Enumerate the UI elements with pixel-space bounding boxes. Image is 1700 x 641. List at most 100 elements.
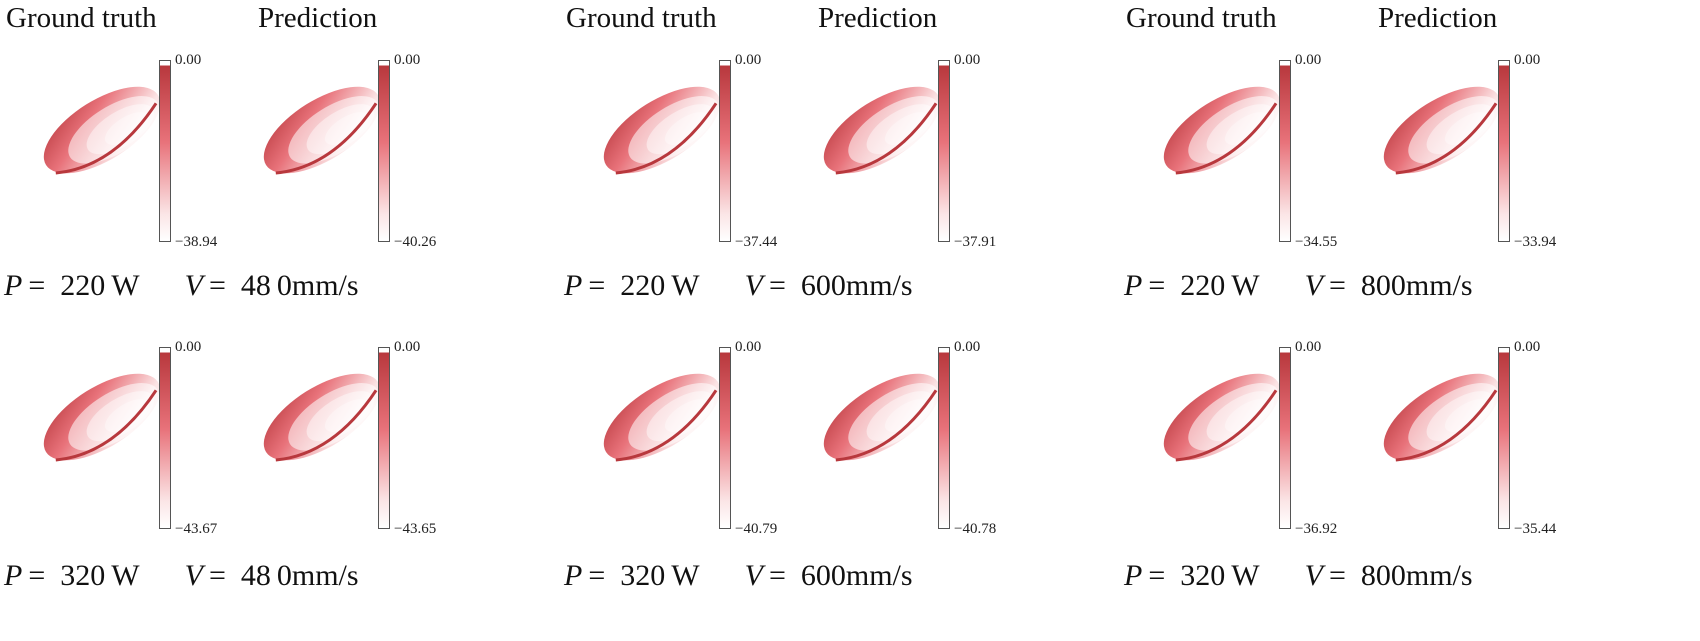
melt-pool-contour: [288, 96, 380, 164]
prediction-colorbar-max-label: 0.00: [394, 339, 421, 355]
melt-pool-rim: [1175, 389, 1278, 462]
ground-truth-colorbar: [159, 60, 171, 242]
power-symbol: P: [564, 269, 583, 302]
ground-truth-melt-pool: [1163, 373, 1281, 462]
melt-pool-contour: [1188, 383, 1280, 451]
ground-truth-colorbar-min-label: −43.67: [175, 521, 218, 537]
equals-sign: =: [28, 269, 46, 302]
prediction-colorbar-min-label: −37.91: [954, 234, 997, 250]
prediction-melt-pool: [1383, 86, 1501, 175]
melt-pool-contour: [866, 104, 935, 155]
prediction-colorbar-min-label: −40.26: [394, 234, 437, 250]
melt-pool-contour: [884, 399, 930, 432]
power-unit: W: [671, 269, 700, 302]
prediction-melt-pool: [263, 86, 381, 175]
ground-truth-colorbar-max-label: 0.00: [735, 52, 762, 68]
equals-sign: =: [208, 559, 226, 592]
prediction-colorbar-min-label: −33.94: [1514, 234, 1557, 250]
speed-value: 800: [1360, 559, 1406, 592]
power-value: 220: [620, 269, 666, 302]
equals-sign: =: [1328, 269, 1346, 302]
melt-pool-contour: [866, 391, 935, 442]
speed-value: 48 0: [240, 559, 292, 592]
ground-truth-colorbar: [1279, 347, 1291, 529]
power-symbol: P: [1124, 269, 1143, 302]
ground-truth-header: Ground truth: [6, 2, 157, 34]
ground-truth-colorbar: [719, 347, 731, 529]
melt-pool-contour: [1408, 383, 1500, 451]
power-unit: W: [1231, 559, 1260, 592]
power-unit: W: [671, 559, 700, 592]
melt-pool-rim: [1175, 102, 1278, 175]
ground-truth-melt-pool: [43, 373, 161, 462]
power-unit: W: [1231, 269, 1260, 302]
melt-pool-contour: [68, 96, 160, 164]
ground-truth-melt-pool: [1163, 86, 1281, 175]
power-value: 320: [620, 559, 666, 592]
speed-symbol: V: [184, 269, 203, 302]
prediction-colorbar-max-label: 0.00: [954, 339, 981, 355]
melt-pool-contour: [664, 399, 710, 432]
prediction-melt-pool: [823, 373, 941, 462]
melt-pool-contour: [86, 104, 155, 155]
melt-pool-rim: [835, 389, 938, 462]
melt-pool-rim: [275, 389, 378, 462]
melt-pool-contour: [1188, 96, 1280, 164]
prediction-colorbar-min-label: −40.78: [954, 521, 997, 537]
melt-pool-contour: [1444, 112, 1490, 145]
prediction-header: Prediction: [258, 2, 378, 34]
speed-unit: mm/s: [1405, 559, 1473, 592]
parameter-caption: P = 320 W V = 48 0mm/s: [4, 561, 359, 591]
ground-truth-colorbar: [1279, 60, 1291, 242]
speed-unit: mm/s: [845, 559, 913, 592]
melt-pool-rim: [615, 102, 718, 175]
prediction-colorbar-max-label: 0.00: [1514, 339, 1541, 355]
ground-truth-melt-pool: [603, 86, 721, 175]
parameter-caption: P = 220 W V = 600mm/s: [564, 271, 913, 301]
melt-pool-rim: [1395, 389, 1498, 462]
melt-pool-contour: [628, 96, 720, 164]
prediction-colorbar: [378, 347, 390, 529]
melt-pool-contour: [86, 391, 155, 442]
equals-sign: =: [588, 269, 606, 302]
melt-pool-contour: [646, 104, 715, 155]
melt-pool-contour: [664, 112, 710, 145]
ground-truth-melt-pool: [603, 373, 721, 462]
speed-value: 600: [800, 269, 846, 302]
parameter-caption: P = 320 W V = 800mm/s: [1124, 561, 1473, 591]
melt-pool-contour: [628, 383, 720, 451]
melt-pool-rim: [55, 102, 158, 175]
power-symbol: P: [4, 559, 23, 592]
melt-pool-contour: [1426, 104, 1495, 155]
melt-pool-rim: [615, 389, 718, 462]
prediction-melt-pool: [823, 86, 941, 175]
speed-symbol: V: [744, 269, 763, 302]
ground-truth-colorbar-max-label: 0.00: [175, 52, 202, 68]
speed-symbol: V: [1304, 559, 1323, 592]
speed-value: 48 0: [240, 269, 292, 302]
power-value: 320: [1180, 559, 1226, 592]
ground-truth-colorbar-min-label: −38.94: [175, 234, 218, 250]
parameter-caption: P = 220 W V = 48 0mm/s: [4, 271, 359, 301]
ground-truth-colorbar-min-label: −34.55: [1295, 234, 1338, 250]
power-unit: W: [111, 269, 140, 302]
prediction-colorbar: [938, 347, 950, 529]
prediction-colorbar-max-label: 0.00: [954, 52, 981, 68]
melt-pool-contour: [1224, 399, 1270, 432]
speed-symbol: V: [744, 559, 763, 592]
melt-pool-rim: [1395, 102, 1498, 175]
melt-pool-contour: [306, 104, 375, 155]
speed-unit: mm/s: [845, 269, 913, 302]
melt-pool-rim: [55, 389, 158, 462]
power-symbol: P: [1124, 559, 1143, 592]
melt-pool-rim: [835, 102, 938, 175]
ground-truth-header: Ground truth: [566, 2, 717, 34]
equals-sign: =: [588, 559, 606, 592]
equals-sign: =: [1148, 559, 1166, 592]
prediction-colorbar-min-label: −35.44: [1514, 521, 1557, 537]
ground-truth-colorbar-max-label: 0.00: [1295, 52, 1322, 68]
power-symbol: P: [564, 559, 583, 592]
speed-unit: mm/s: [1405, 269, 1473, 302]
melt-pool-contour: [1206, 104, 1275, 155]
equals-sign: =: [768, 559, 786, 592]
